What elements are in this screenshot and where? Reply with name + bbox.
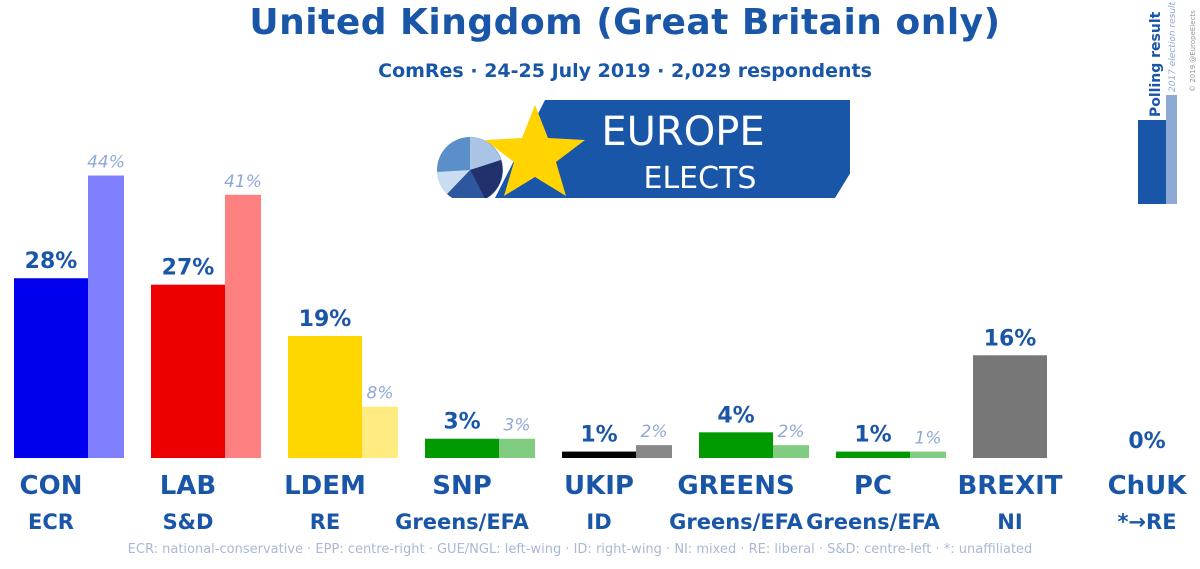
poll-label-ukip: 1% bbox=[580, 423, 617, 448]
group-label-con: ECR bbox=[28, 510, 74, 534]
poll-label-chuk: 0% bbox=[1128, 429, 1165, 454]
category-label-lab: LAB bbox=[160, 471, 217, 501]
europe-elects-logo: EUROPE ELECTS bbox=[437, 100, 850, 198]
category-label-brexit: BREXIT bbox=[957, 471, 1062, 501]
election-label-ukip: 2% bbox=[641, 422, 668, 442]
legend-election-label: 2017 election result bbox=[1168, 1, 1178, 92]
poll-bar-brexit bbox=[973, 355, 1047, 458]
election-label-pc: 1% bbox=[915, 429, 942, 449]
legend-poll-swatch bbox=[1138, 120, 1166, 204]
poll-bar-pc bbox=[836, 451, 910, 458]
category-label-pc: PC bbox=[854, 471, 892, 501]
group-label-chuk: *→RE bbox=[1117, 510, 1176, 534]
election-bar-snp bbox=[499, 438, 535, 458]
category-label-snp: SNP bbox=[432, 471, 492, 501]
group-label-brexit: NI bbox=[997, 510, 1022, 534]
poll-label-greens: 4% bbox=[717, 403, 754, 428]
poll-bar-lab bbox=[151, 284, 225, 458]
group-label-snp: Greens/EFA bbox=[395, 510, 529, 534]
poll-bar-snp bbox=[425, 438, 499, 458]
poll-label-snp: 3% bbox=[443, 410, 480, 435]
poll-label-brexit: 16% bbox=[984, 326, 1037, 351]
legend-election-swatch bbox=[1166, 95, 1177, 204]
poll-label-ldem: 19% bbox=[299, 307, 352, 332]
legend-poll-label: Polling result bbox=[1148, 11, 1164, 117]
poll-bar-ukip bbox=[562, 451, 636, 458]
election-bar-greens bbox=[773, 445, 809, 458]
category-label-ldem: LDEM bbox=[284, 471, 366, 501]
poll-bar-ldem bbox=[288, 336, 362, 458]
category-label-chuk: ChUK bbox=[1108, 471, 1188, 501]
logo-line1: EUROPE bbox=[601, 109, 764, 155]
star-icon bbox=[485, 105, 585, 196]
logo-banner-shape bbox=[495, 100, 850, 198]
copyright-text: © 2019 @EuropeElects bbox=[1189, 10, 1197, 92]
poll-bar-con bbox=[14, 278, 88, 458]
group-label-pc: Greens/EFA bbox=[806, 510, 940, 534]
election-label-con: 44% bbox=[87, 153, 125, 173]
poll-label-con: 28% bbox=[25, 249, 78, 274]
election-bar-lab bbox=[225, 194, 261, 458]
chart-title: United Kingdom (Great Britain only) bbox=[249, 2, 1001, 43]
election-bar-ldem bbox=[362, 406, 398, 458]
category-label-greens: GREENS bbox=[677, 471, 794, 501]
election-bar-con bbox=[88, 175, 124, 458]
poll-bar-greens bbox=[699, 432, 773, 458]
pie-icon bbox=[437, 137, 503, 198]
election-label-lab: 41% bbox=[224, 172, 262, 192]
election-bar-ukip bbox=[636, 445, 672, 458]
election-label-snp: 3% bbox=[504, 416, 531, 436]
election-label-greens: 2% bbox=[778, 422, 805, 442]
logo-line2: ELECTS bbox=[644, 161, 757, 196]
chart-subtitle: ComRes · 24-25 July 2019 · 2,029 respond… bbox=[378, 60, 872, 82]
group-label-greens: Greens/EFA bbox=[669, 510, 803, 534]
category-label-con: CON bbox=[20, 471, 83, 501]
group-label-ldem: RE bbox=[310, 510, 341, 534]
footnote: ECR: national-conservative · EPP: centre… bbox=[127, 542, 1033, 557]
election-bar-pc bbox=[910, 451, 946, 458]
election-label-ldem: 8% bbox=[367, 384, 394, 404]
legend-key: Polling result 2017 election result © 20… bbox=[1138, 1, 1197, 204]
poll-label-pc: 1% bbox=[854, 423, 891, 448]
poll-label-lab: 27% bbox=[162, 256, 215, 281]
category-label-ukip: UKIP bbox=[564, 471, 634, 501]
group-label-lab: S&D bbox=[163, 510, 214, 534]
group-label-ukip: ID bbox=[586, 510, 611, 534]
